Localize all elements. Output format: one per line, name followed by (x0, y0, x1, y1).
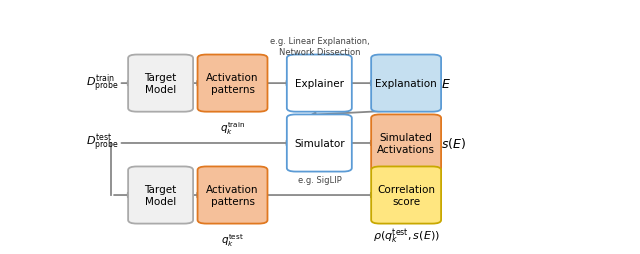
FancyBboxPatch shape (287, 55, 352, 112)
Text: $s(E)$: $s(E)$ (441, 136, 466, 151)
Text: Correlation
score: Correlation score (377, 184, 435, 206)
Text: $D_{\mathrm{probe}}^{\mathrm{train}}$: $D_{\mathrm{probe}}^{\mathrm{train}}$ (86, 72, 119, 94)
FancyBboxPatch shape (198, 167, 268, 224)
Text: $\rho(q_k^{\mathrm{test}}, s(E))$: $\rho(q_k^{\mathrm{test}}, s(E))$ (373, 226, 440, 245)
Text: Activation
patterns: Activation patterns (206, 184, 259, 206)
FancyBboxPatch shape (371, 167, 441, 224)
Text: Activation
patterns: Activation patterns (206, 73, 259, 94)
FancyBboxPatch shape (371, 115, 441, 172)
Text: Target
Model: Target Model (145, 184, 177, 206)
Text: Simulator: Simulator (294, 138, 344, 148)
Text: e.g. SigLIP: e.g. SigLIP (298, 175, 342, 184)
FancyBboxPatch shape (287, 115, 352, 172)
Text: Target
Model: Target Model (145, 73, 177, 94)
FancyBboxPatch shape (198, 55, 268, 112)
Text: $E$: $E$ (441, 77, 451, 90)
Text: Explainer: Explainer (295, 79, 344, 89)
FancyBboxPatch shape (128, 55, 193, 112)
FancyBboxPatch shape (371, 55, 441, 112)
Text: Explanation: Explanation (375, 79, 437, 89)
FancyBboxPatch shape (128, 167, 193, 224)
Text: e.g. Linear Explanation,
Network Dissection: e.g. Linear Explanation, Network Dissect… (269, 37, 369, 57)
Text: Simulated
Activations: Simulated Activations (377, 133, 435, 154)
Text: $q_k^{\mathrm{test}}$: $q_k^{\mathrm{test}}$ (221, 231, 244, 248)
Text: $D_{\mathrm{probe}}^{\mathrm{test}}$: $D_{\mathrm{probe}}^{\mathrm{test}}$ (86, 133, 119, 154)
Text: $q_k^{\mathrm{train}}$: $q_k^{\mathrm{train}}$ (220, 119, 245, 136)
